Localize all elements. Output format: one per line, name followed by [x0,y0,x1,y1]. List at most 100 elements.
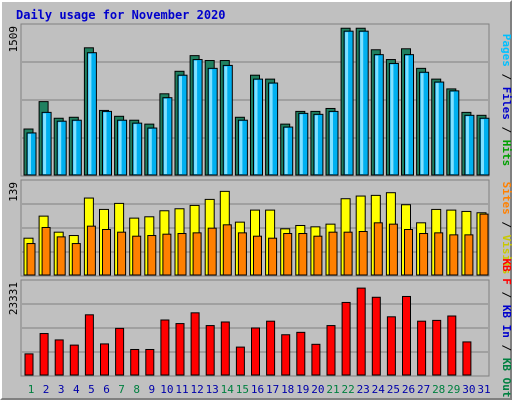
pages-bar [314,115,318,174]
files-bar [41,111,52,176]
pages-bar [239,121,243,174]
files-bar [419,71,430,176]
x-tick-label: 2 [43,383,50,396]
sites-bar [207,227,217,276]
kb-f-bar [39,333,49,376]
pages-bar [330,112,333,174]
panel3-max-label: 23331 [7,282,20,315]
files-bar [388,62,399,176]
sites-bar [132,235,142,276]
files-bar [328,110,339,176]
x-tick-label: 30 [462,383,475,396]
kb-f-bar [432,319,442,376]
x-tick-label: 7 [118,383,125,396]
legend-files: Files [500,87,512,120]
kb-f-bar [190,312,200,376]
kb-f-bar [462,341,472,376]
legend-kb-out: KB Out [500,358,512,398]
sites-bar [434,232,444,276]
files-bar [343,30,354,176]
x-tick-label: 5 [88,383,95,396]
x-tick-label: 17 [266,383,279,396]
kb-f-bar [130,348,140,376]
x-tick-label: 8 [133,383,140,396]
pages-bar [254,80,258,174]
pages-bar [420,73,424,174]
x-axis-day-labels: 1 2 3 4 5 6 7 8 9 10 11 12 13 14 15 16 17 18 19 20 21 22 23 24 2… [28,383,491,396]
x-tick-label: 9 [148,383,155,396]
x-tick-label: 21 [326,383,339,396]
files-bar [102,110,112,176]
sites-bar [343,231,353,276]
pages-bar [405,55,409,175]
legend-kb-f: KB F [500,258,512,285]
x-tick-label: 19 [296,383,309,396]
files-bar [56,120,67,176]
pages-bar [435,83,439,174]
files-bar [434,81,445,176]
files-bar [298,112,309,176]
panel3-legend: KB F / KB In / KB Out [500,258,512,397]
files-bar [283,126,294,176]
pages-bar [88,53,92,175]
x-tick-label: 29 [447,383,460,396]
kb-f-bar [24,353,34,376]
sites-bar [102,229,111,276]
pages-bar [284,128,288,174]
kb-f-bar [69,344,79,376]
files-bar [479,117,490,176]
pages-bar [224,66,228,174]
pages-bar [345,32,349,174]
kb-f-bar [251,327,260,376]
kb-f-bar [356,287,366,376]
sites-bar [313,235,323,276]
x-tick-label: 12 [190,383,203,396]
files-bar [464,114,475,176]
kb-f-bar [326,325,336,376]
sites-bar [71,243,81,276]
sites-bar [41,226,51,276]
x-tick-label: 24 [372,383,386,396]
sites-bar [358,231,368,276]
files-bar [177,74,188,176]
panel2-legend: Sites / Visits [500,182,512,275]
sites-bar [283,233,293,276]
files-bar [71,119,82,176]
panel-kbytes: 23331 KB F / KB In / KB Out [7,258,512,397]
pages-bar [148,129,152,174]
kb-f-bar [281,334,291,376]
pages-bar [163,98,167,174]
x-tick-label: 23 [357,383,370,396]
files-bar [26,132,37,176]
kb-f-bar [160,319,170,376]
sites-bar [464,234,474,276]
x-tick-label: 11 [175,383,188,396]
sites-bar [298,233,308,276]
files-bar [268,82,279,176]
files-bar [313,113,324,176]
pages-bar [209,69,213,174]
x-tick-label: 18 [281,383,294,396]
pages-bar [118,121,122,174]
panel-visits-sites: 139 Sites / Visits [7,179,512,277]
legend-hits: Hits [500,140,512,167]
sites-bar [177,233,187,276]
files-bar [147,127,158,176]
kb-f-bar [417,320,427,376]
x-tick-label: 6 [103,383,110,396]
sites-bar [479,213,489,276]
kb-f-bar [100,343,109,376]
x-tick-label: 25 [387,383,400,396]
legend-pages: Pages [500,34,512,67]
x-tick-label: 26 [402,383,415,396]
kb-f-bar [175,323,185,376]
panel-hits-files-pages: 1509 Pages / Files / Hits [7,23,512,177]
x-tick-label: 14 [221,383,235,396]
files-bar [207,67,218,176]
pages-bar [179,76,182,174]
sites-bar [404,229,413,276]
x-tick-label: 22 [341,383,354,396]
x-tick-label: 1 [28,383,35,396]
x-tick-label: 31 [477,383,490,396]
